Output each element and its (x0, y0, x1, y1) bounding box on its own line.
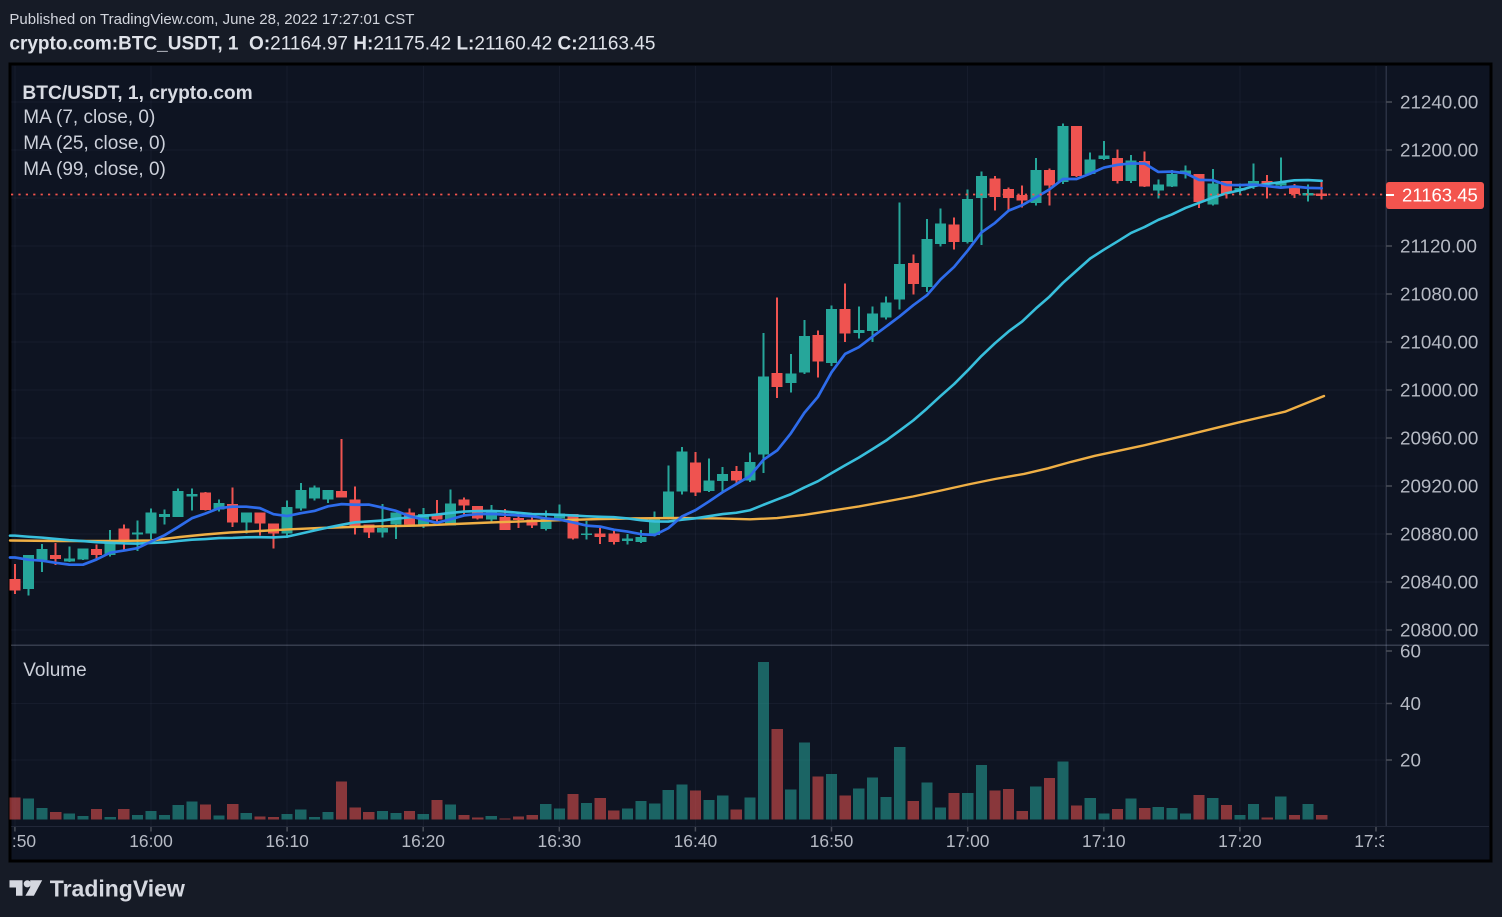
svg-text:MA (99, close, 0): MA (99, close, 0) (23, 159, 166, 180)
svg-text:16:50: 16:50 (810, 831, 854, 851)
svg-text:crypto.com:BTC_USDT, 1 O:2116: crypto.com:BTC_USDT, 1 O:21164.97 H:2117… (9, 34, 655, 55)
svg-text:20960.00: 20960.00 (1400, 428, 1478, 449)
svg-text:Published on TradingView.com,: Published on TradingView.com, June 28, 2… (9, 11, 414, 28)
svg-text:17:00: 17:00 (946, 831, 990, 851)
svg-text:MA (25, close, 0): MA (25, close, 0) (23, 133, 166, 154)
svg-text:MA (7, close, 0): MA (7, close, 0) (23, 107, 155, 128)
svg-text:16:20: 16:20 (401, 831, 445, 851)
svg-text:21080.00: 21080.00 (1400, 284, 1478, 305)
svg-text:17:30: 17:30 (1354, 831, 1398, 851)
svg-text:20840.00: 20840.00 (1400, 572, 1478, 593)
svg-text:17:10: 17:10 (1082, 831, 1126, 851)
svg-text:21200.00: 21200.00 (1400, 140, 1478, 161)
svg-text::50: :50 (12, 831, 36, 851)
svg-text:16:30: 16:30 (538, 831, 582, 851)
svg-text:16:00: 16:00 (129, 831, 173, 851)
svg-text:20880.00: 20880.00 (1400, 524, 1478, 545)
svg-text:17:20: 17:20 (1218, 831, 1262, 851)
svg-text:BTC/USDT, 1, crypto.com: BTC/USDT, 1, crypto.com (22, 83, 252, 104)
svg-text:20920.00: 20920.00 (1400, 476, 1478, 497)
svg-text:21040.00: 21040.00 (1400, 332, 1478, 353)
svg-text:Volume: Volume (23, 660, 86, 681)
svg-text:16:10: 16:10 (265, 831, 309, 851)
svg-text:21120.00: 21120.00 (1400, 236, 1477, 257)
svg-text:21000.00: 21000.00 (1400, 380, 1478, 401)
svg-text:TradingView: TradingView (50, 876, 185, 902)
svg-text:16:40: 16:40 (674, 831, 718, 851)
svg-text:21240.00: 21240.00 (1400, 92, 1478, 113)
svg-text:20: 20 (1400, 750, 1421, 771)
svg-text:21163.45: 21163.45 (1402, 185, 1478, 206)
svg-text:60: 60 (1400, 641, 1421, 662)
svg-text:40: 40 (1400, 693, 1421, 714)
svg-text:20800.00: 20800.00 (1400, 620, 1478, 641)
